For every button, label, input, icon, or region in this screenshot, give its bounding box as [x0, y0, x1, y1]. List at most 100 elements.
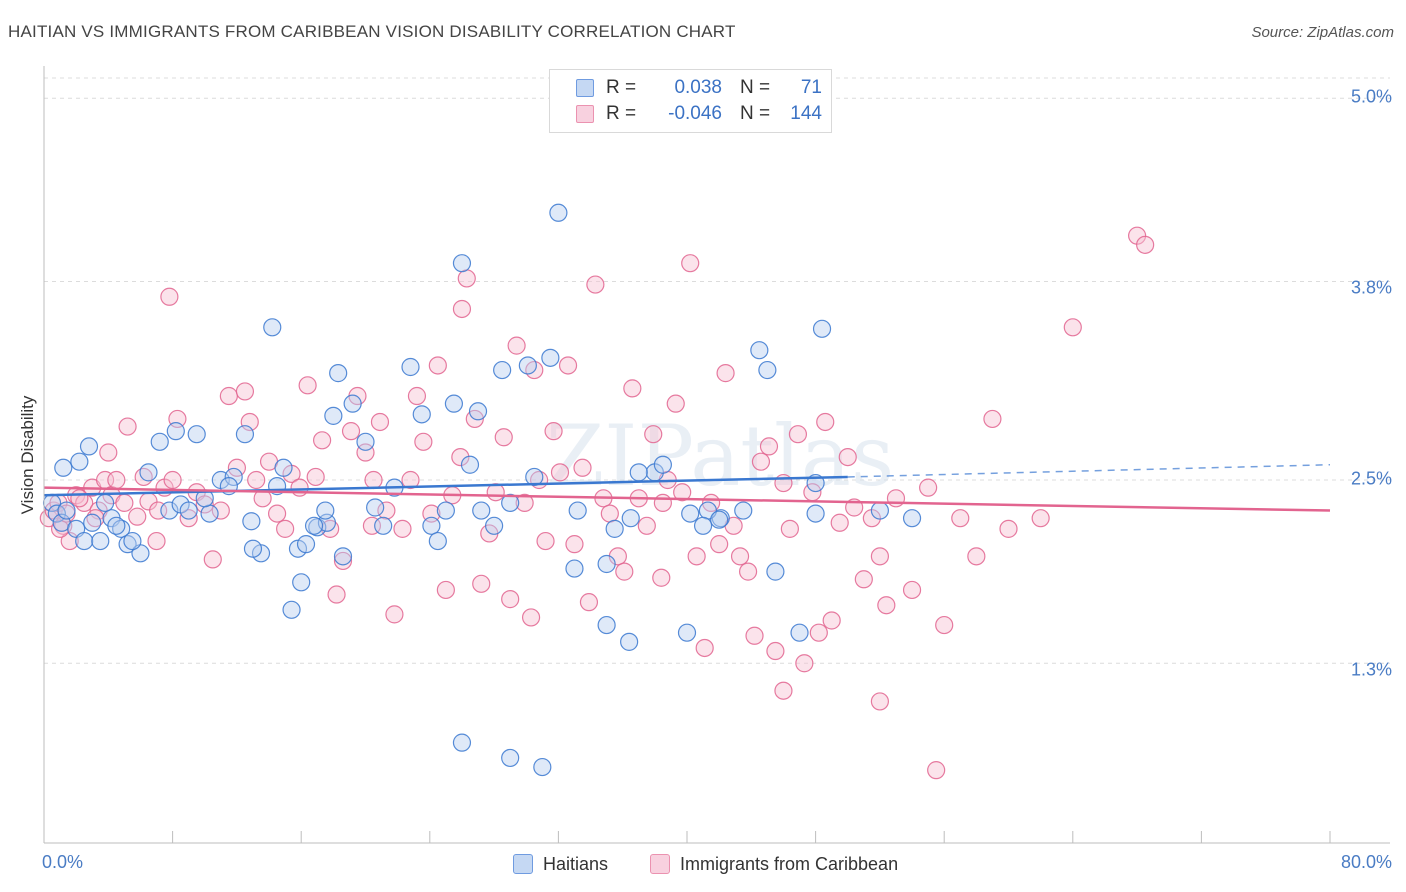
caribbean-point	[681, 254, 700, 273]
caribbean-point	[211, 501, 230, 520]
caribbean-point	[573, 458, 592, 477]
caribbean-point	[623, 379, 642, 398]
caribbean-point	[999, 519, 1018, 538]
haitian-point	[428, 531, 447, 551]
haitian-point	[139, 463, 158, 482]
caribbean-point	[687, 547, 706, 566]
caribbean-point	[247, 470, 266, 490]
caribbean-point	[267, 504, 287, 523]
legend-r-label: R =	[606, 77, 637, 98]
caribbean-point	[644, 425, 663, 444]
caribbean-point	[179, 509, 198, 528]
haitian-point	[112, 519, 131, 538]
legend-row-haitians: R = 0.038 N = 71	[550, 76, 822, 100]
caribbean-point	[927, 761, 946, 780]
haitian-point	[200, 504, 219, 523]
haitian-point	[766, 562, 785, 581]
caribbean-point	[919, 478, 938, 497]
caribbean-point	[967, 547, 986, 566]
bottom-legend-haitians-label: Haitians	[543, 853, 609, 874]
caribbean-point	[341, 422, 361, 441]
caribbean-point	[809, 623, 828, 642]
haitian-point	[693, 516, 713, 535]
legend-n-value: 144	[790, 103, 822, 124]
haitian-point	[468, 402, 488, 421]
caribbean-point	[751, 452, 771, 471]
caribbean-point	[877, 596, 896, 615]
x-tick-min: 0.0%	[42, 852, 84, 872]
caribbean-point	[356, 443, 375, 462]
caribbean-point	[586, 275, 605, 294]
haitian-point	[150, 432, 169, 451]
caribbean-points	[39, 226, 1155, 780]
caribbean-point	[327, 585, 346, 604]
caribbean-point	[195, 495, 214, 514]
caribbean-point	[312, 431, 332, 450]
haitian-point	[70, 452, 89, 471]
caribbean-point	[935, 615, 954, 635]
caribbean-point	[494, 428, 513, 447]
haitian-point	[160, 501, 179, 520]
haitian-point	[187, 425, 206, 444]
legend-r-value: 0.038	[674, 77, 722, 98]
haitian-point	[472, 501, 491, 520]
caribbean-point	[730, 547, 750, 566]
caribbean-point	[886, 489, 906, 508]
haitian-point	[806, 504, 825, 523]
haitian-point	[870, 501, 890, 520]
haitian-point	[812, 319, 832, 338]
legend-n-value: 71	[800, 77, 822, 98]
haitian-point	[343, 394, 362, 413]
correlation-legend: R = 0.038 N = 71 R = -0.046 N = 144	[549, 69, 832, 133]
caribbean-point	[759, 437, 779, 456]
haitian-point	[54, 458, 73, 477]
caribbean-point	[870, 692, 890, 711]
haitian-point	[501, 748, 520, 768]
caribbean-point	[788, 425, 808, 444]
caribbean-point	[902, 580, 922, 600]
caribbean-point	[652, 568, 671, 587]
caribbean-point	[428, 356, 447, 375]
trend-lines	[43, 463, 1331, 512]
x-tick-max: 80.0%	[1340, 852, 1392, 872]
haitian-point	[605, 519, 624, 538]
bottom-legend-haitians: Haitians	[513, 852, 608, 876]
caribbean-point	[115, 493, 134, 513]
caribbean-point	[414, 432, 433, 451]
haitian-point	[242, 512, 261, 531]
haitian-point	[533, 757, 552, 777]
legend-n-label: N =	[740, 77, 771, 98]
caribbean-point	[70, 489, 89, 508]
caribbean-point	[507, 336, 526, 355]
haitian-point	[565, 559, 584, 578]
haitian-point	[653, 455, 672, 474]
caribbean-point	[306, 467, 325, 487]
legend-row-caribbean: R = -0.046 N = 144	[550, 102, 822, 126]
haitian-point	[107, 516, 126, 535]
caribbean-point	[1136, 235, 1155, 254]
haitian-point	[296, 535, 316, 554]
haitian-point	[179, 501, 198, 520]
haitian-point	[790, 623, 809, 642]
caribbean-point	[1031, 509, 1050, 528]
axes	[43, 66, 1390, 844]
haitian-points	[42, 203, 922, 777]
haitian-point	[677, 623, 697, 642]
caribbean-point	[774, 681, 793, 700]
haitian-point	[356, 432, 375, 451]
haitian-point	[292, 573, 311, 592]
haitians-trend-line	[43, 475, 848, 497]
haitian-point	[79, 437, 99, 456]
caribbean-point	[738, 562, 758, 581]
haitian-point	[493, 360, 512, 380]
caribbean-point	[370, 412, 390, 432]
haitian-point	[422, 516, 441, 535]
haitian-point	[452, 733, 472, 752]
legend-r-value: -0.046	[668, 103, 722, 124]
y-tick-2.5: 2.5%	[1350, 468, 1392, 489]
haitian-point	[91, 531, 110, 551]
legend-swatch-pink	[576, 105, 594, 123]
caribbean-point	[838, 447, 857, 467]
haitian-point	[436, 501, 455, 520]
